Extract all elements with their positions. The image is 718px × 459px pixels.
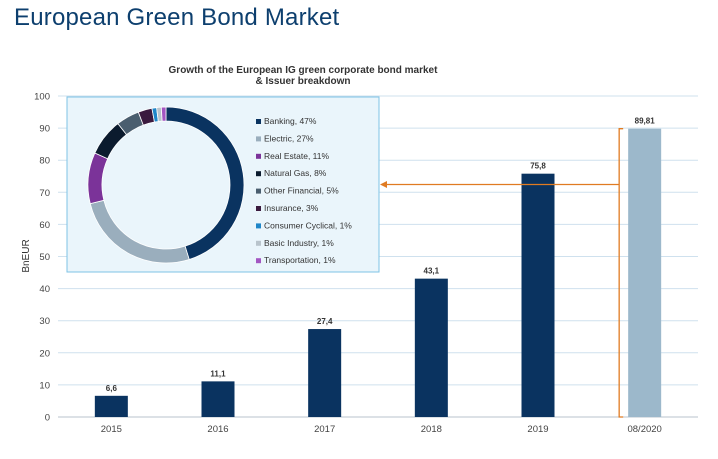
y-tick-label: 80: [39, 156, 50, 167]
y-tick-label: 10: [39, 380, 50, 391]
donut-inset: Banking, 47% Electric, 27% Real Estate, 11…: [66, 96, 380, 273]
y-tick-label: 30: [39, 316, 50, 327]
bar: [521, 173, 555, 417]
bar: [201, 381, 235, 417]
bar: [308, 329, 342, 417]
legend-entry: Natural Gas, 8%: [264, 168, 327, 178]
legend-entry: Banking, 47%: [264, 116, 317, 126]
bar-value-label: 43,1: [424, 267, 440, 276]
legend-entry: Real Estate, 11%: [264, 151, 329, 161]
bar-value-label: 6,6: [106, 384, 118, 393]
y-tick-label: 40: [39, 284, 50, 295]
legend-swatch: [256, 153, 261, 159]
legend-swatch: [256, 240, 261, 246]
bar-value-label: 75,8: [530, 162, 546, 171]
x-tick-label: 08/2020: [627, 424, 661, 435]
chart-title: Growth of the European IG green corporat…: [169, 65, 439, 76]
y-tick-label: 60: [39, 220, 50, 231]
chart-subtitle: & Issuer breakdown: [255, 76, 350, 87]
x-tick-label: 2019: [527, 424, 548, 435]
y-tick-label: 20: [39, 348, 50, 359]
x-tick-label: 2016: [207, 424, 228, 435]
bar-value-label: 27,4: [317, 317, 333, 326]
legend-entry: Other Financial, 5%: [264, 186, 339, 196]
page-title: European Green Bond Market: [14, 4, 340, 31]
y-tick-label: 0: [45, 413, 50, 424]
x-tick-label: 2018: [421, 424, 442, 435]
legend-entry: Electric, 27%: [264, 133, 314, 143]
annotations: [380, 128, 624, 418]
bars: 6,6 11,1 27,4 43,1 75,8 89,81: [94, 117, 662, 417]
legend-entry: Insurance, 3%: [264, 203, 319, 213]
legend-entry: Transportation, 1%: [264, 255, 336, 265]
legend-swatch: [256, 119, 261, 124]
legend-swatch: [256, 188, 261, 194]
y-tick-label: 50: [39, 252, 50, 263]
legend-entry: Basic Industry, 1%: [264, 238, 334, 248]
y-axis: 0 10 20 30 40 50 60 70 80 90 100: [34, 92, 50, 424]
donut-slice: [160, 106, 167, 122]
bracket: [618, 128, 624, 418]
y-tick-label: 70: [39, 188, 50, 199]
x-tick-label: 2015: [101, 424, 122, 435]
legend-swatch: [256, 136, 261, 142]
y-axis-label: BnEUR: [21, 239, 32, 272]
legend-swatch: [256, 171, 261, 177]
legend-swatch: [256, 258, 261, 264]
y-tick-label: 90: [39, 124, 50, 135]
y-tick-label: 100: [34, 92, 50, 103]
bar: [414, 278, 448, 417]
arrow-head: [380, 181, 387, 188]
legend-swatch: [256, 206, 261, 211]
x-axis: 2015 2016 2017 2018 2019 08/2020: [101, 424, 662, 435]
bar: [94, 395, 128, 417]
legend-entry: Consumer Cyclical, 1%: [264, 220, 352, 230]
x-tick-label: 2017: [314, 424, 335, 435]
bar-value-label: 89,81: [635, 117, 656, 126]
legend-swatch: [256, 223, 261, 229]
bar-value-label: 11,1: [210, 369, 226, 378]
bar: [628, 128, 662, 417]
